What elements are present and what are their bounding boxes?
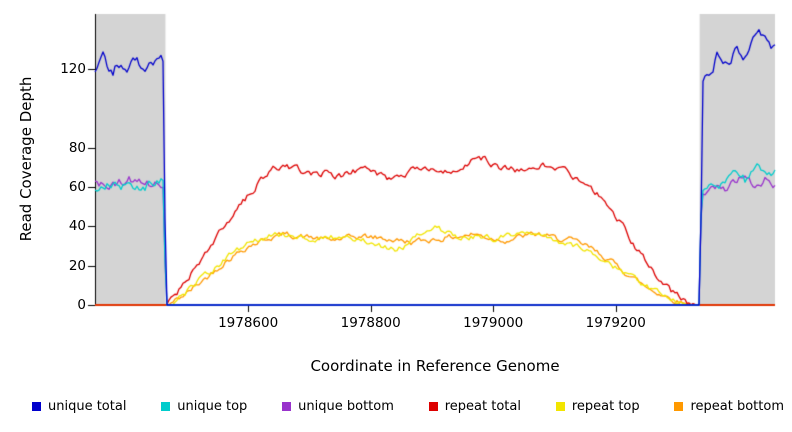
legend-item-unique-total: unique total [32, 399, 126, 414]
legend-item-unique-bottom: unique bottom [282, 399, 394, 414]
x-tick-label: 1978600 [218, 315, 279, 331]
legend-label: repeat bottom [690, 399, 784, 414]
legend-label: repeat total [444, 399, 521, 414]
legend-swatch-icon [32, 402, 41, 411]
y-tick-label: 120 [60, 61, 86, 78]
y-axis-label: Read Coverage Depth [17, 76, 35, 242]
y-tick-label: 0 [77, 297, 86, 313]
legend-label: repeat top [571, 399, 640, 414]
y-tick-label: 20 [68, 257, 86, 274]
legend-swatch-icon [674, 402, 684, 411]
legend-swatch-icon [282, 402, 292, 411]
legend: unique total unique top unique bottom repea… [32, 399, 784, 414]
legend-item-repeat-total: repeat total [428, 399, 521, 414]
legend-item-repeat-bottom: repeat bottom [674, 399, 784, 414]
legend-label: unique bottom [298, 399, 394, 414]
x-axis-label: Coordinate in Reference Genome [310, 357, 560, 375]
y-tick-label: 40 [68, 218, 86, 235]
y-tick-label: 80 [68, 139, 86, 156]
legend-item-repeat-top: repeat top [555, 399, 640, 414]
legend-item-unique-top: unique top [161, 399, 247, 414]
legend-label: unique total [48, 399, 127, 414]
legend-swatch-icon [428, 402, 438, 411]
y-tick-label: 60 [68, 179, 86, 196]
x-tick-label: 1979000 [463, 315, 524, 331]
legend-label: unique top [177, 399, 248, 414]
legend-swatch-icon [161, 402, 171, 411]
x-tick-label: 1979200 [585, 315, 646, 331]
legend-swatch-icon [555, 402, 565, 411]
x-tick-label: 1978800 [340, 315, 401, 331]
